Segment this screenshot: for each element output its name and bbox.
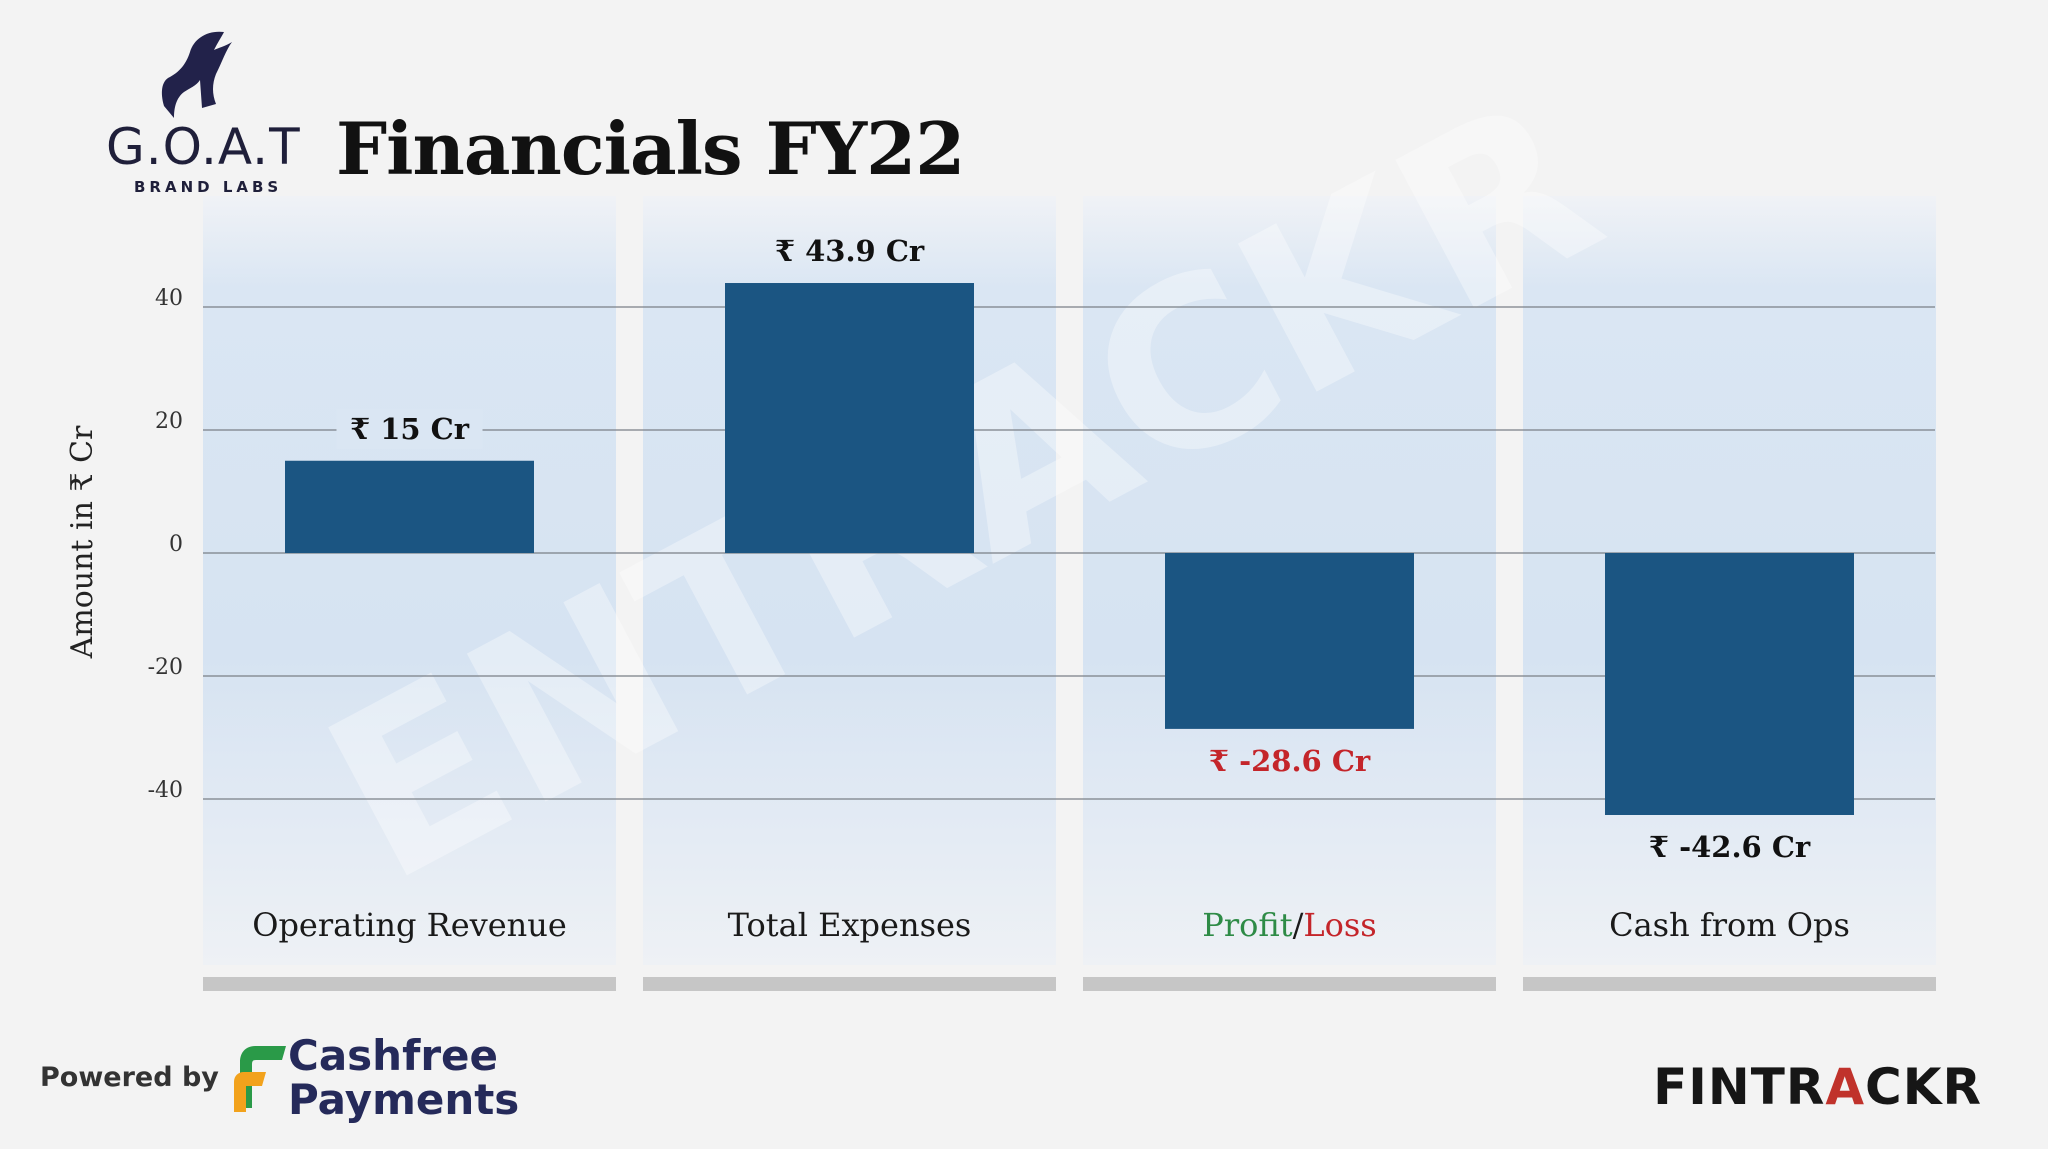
bar (285, 460, 534, 553)
category-label: Operating Revenue (252, 906, 567, 944)
cashfree-line1: Cashfree (288, 1031, 499, 1080)
cashfree-logo-icon (234, 1046, 286, 1112)
data-label: ₹ -42.6 Cr (1649, 830, 1811, 864)
fintrackr-part2: A (1825, 1058, 1866, 1116)
data-label: ₹ -28.6 Cr (1209, 744, 1371, 778)
cashfree-line2: Payments (288, 1075, 520, 1124)
panel-footer-bar (1523, 977, 1936, 991)
powered-by-text: Powered by (40, 1062, 219, 1093)
y-tick-label: -20 (148, 655, 183, 680)
fintrackr-part1: FINTR (1653, 1058, 1826, 1116)
bar (1605, 553, 1854, 815)
y-tick-label: 20 (155, 409, 183, 434)
panel-footer-bar (203, 977, 616, 991)
page-title: Financials FY22 (336, 106, 965, 191)
goat-brand-logo: G.O.A.T BRAND LABS (100, 28, 300, 198)
data-label: ₹ 15 Cr (350, 412, 470, 446)
bar (725, 283, 974, 553)
brand-subtitle: BRAND LABS (134, 178, 283, 196)
y-axis-label: Amount in ₹ Cr (65, 425, 100, 659)
data-label: ₹ 43.9 Cr (775, 234, 925, 268)
y-tick-label: 0 (169, 532, 183, 557)
goat-head-icon (161, 31, 232, 118)
y-tick-label: -40 (148, 778, 183, 803)
cashfree-name: Cashfree Payments (288, 1034, 519, 1122)
category-panel (203, 196, 616, 965)
bar (1165, 553, 1414, 729)
brand-name: G.O.A.T (106, 118, 301, 176)
panel-footer-bar (1083, 977, 1496, 991)
label-backdrop (336, 408, 483, 449)
y-tick-label: 40 (155, 286, 183, 311)
category-label: Cash from Ops (1609, 906, 1850, 944)
fintrackr-logo: FINTRACKR (1653, 1058, 1982, 1116)
category-label: Profit/Loss (1202, 906, 1376, 944)
fintrackr-part3: CKR (1865, 1058, 1982, 1116)
category-label: Total Expenses (728, 906, 972, 944)
panel-footer-bar (643, 977, 1056, 991)
